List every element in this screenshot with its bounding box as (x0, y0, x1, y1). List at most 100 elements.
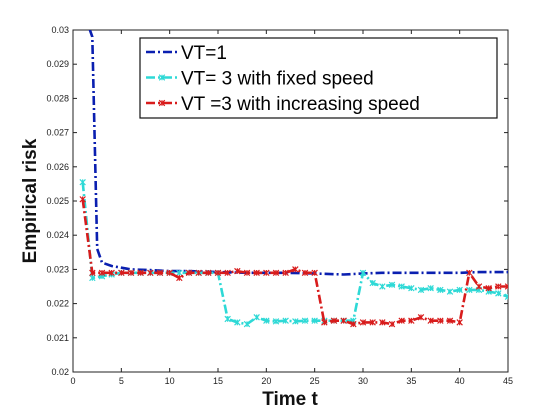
data-point-marker (205, 269, 212, 277)
data-point-marker (253, 314, 260, 321)
data-point-marker (504, 293, 508, 300)
data-point-marker (234, 319, 241, 326)
data-point-marker (379, 283, 386, 290)
data-point-marker (427, 284, 434, 292)
data-point-marker (485, 284, 492, 292)
data-point-marker (369, 279, 376, 287)
x-tick-label: 10 (165, 376, 175, 386)
y-tick-label: 0.03 (51, 25, 69, 35)
data-point-marker (89, 274, 96, 282)
data-point-marker (214, 269, 222, 277)
y-tick-label: 0.027 (46, 128, 69, 138)
y-tick-label: 0.023 (46, 264, 69, 274)
data-point-marker (272, 318, 280, 325)
y-tick-label: 0.022 (46, 299, 69, 309)
data-point-marker (417, 314, 425, 321)
data-point-marker (437, 317, 444, 324)
data-point-marker (475, 283, 483, 290)
x-tick-label: 0 (70, 376, 75, 386)
data-point-marker (147, 269, 154, 277)
data-point-marker (292, 318, 299, 325)
data-point-marker (166, 269, 173, 277)
data-point-marker (456, 319, 463, 326)
data-point-marker (195, 269, 202, 277)
data-point-marker (282, 317, 289, 324)
data-point-marker (176, 269, 183, 277)
data-point-marker (185, 269, 193, 277)
data-point-marker (311, 269, 318, 277)
data-point-marker (321, 319, 328, 326)
data-point-marker (388, 320, 396, 328)
data-point-marker (456, 286, 463, 294)
data-point-marker (301, 269, 309, 277)
data-point-marker (224, 315, 231, 323)
y-tick-label: 0.029 (46, 59, 69, 69)
data-point-marker (127, 269, 135, 277)
data-point-marker (408, 317, 415, 324)
x-tick-label: 25 (310, 376, 320, 386)
data-point-marker (417, 286, 425, 294)
data-point-marker (359, 319, 367, 326)
data-point-marker (466, 286, 473, 294)
data-point-marker (504, 283, 508, 290)
data-point-marker (234, 267, 241, 275)
data-point-marker (263, 269, 270, 277)
data-point-marker (282, 269, 289, 277)
x-tick-label: 5 (119, 376, 124, 386)
data-point-marker (398, 283, 405, 290)
data-point-marker (408, 284, 415, 292)
legend-box (139, 37, 498, 119)
data-point-marker (379, 319, 386, 326)
data-point-marker (89, 269, 96, 277)
y-tick-label: 0.02 (51, 367, 69, 377)
y-tick-label: 0.024 (46, 230, 69, 240)
x-axis-title: Time t (262, 389, 318, 410)
legend-label: VT= 3 with fixed speed (181, 69, 374, 90)
data-point-marker (388, 281, 396, 289)
series-1 (88, 30, 508, 276)
data-point-marker (98, 269, 106, 277)
data-point-marker (224, 269, 231, 277)
data-point-marker (301, 317, 309, 324)
data-point-marker (108, 269, 115, 277)
y-tick-label: 0.026 (46, 162, 69, 172)
data-point-marker (330, 317, 338, 324)
y-tick-label: 0.021 (46, 333, 69, 343)
x-tick-label: 30 (358, 376, 368, 386)
x-tick-label: 15 (213, 376, 223, 386)
data-point-marker (369, 319, 376, 326)
x-tick-label: 45 (503, 376, 513, 386)
data-point-marker (243, 269, 251, 277)
data-point-marker (359, 269, 367, 277)
y-axis-title: Empirical risk (20, 138, 41, 263)
data-point-marker (79, 178, 86, 186)
data-point-marker (253, 269, 260, 277)
data-point-marker (446, 317, 454, 324)
data-point-marker (137, 269, 144, 277)
data-point-marker (495, 290, 502, 297)
legend: VT=1 VT= 3 with fixed speed VT =3 with inc… (139, 37, 498, 119)
data-point-marker (272, 269, 280, 277)
x-tick-label: 35 (406, 376, 416, 386)
series-layer (79, 30, 508, 328)
data-point-marker (350, 320, 357, 328)
data-point-marker (466, 269, 473, 277)
axis-ticks: 0 5 10 15 20 25 30 35 40 45 0.02 0.021 0.022 0.023 0.0… (46, 25, 513, 386)
x-tick-label: 20 (261, 376, 271, 386)
series-line (88, 30, 508, 276)
data-point-marker (495, 283, 502, 290)
data-point-marker (292, 266, 299, 273)
x-tick-label: 40 (455, 376, 465, 386)
legend-marker (158, 99, 166, 107)
series-3 (79, 196, 508, 328)
data-point-marker (427, 317, 434, 324)
legend-label: VT =3 with increasing speed (181, 94, 420, 115)
data-point-marker (437, 286, 444, 294)
data-point-marker (311, 317, 318, 324)
data-point-marker (118, 269, 125, 277)
data-point-marker (243, 320, 251, 328)
legend-label: VT=1 (181, 43, 227, 64)
legend-marker (158, 74, 166, 81)
y-tick-label: 0.028 (46, 93, 69, 103)
